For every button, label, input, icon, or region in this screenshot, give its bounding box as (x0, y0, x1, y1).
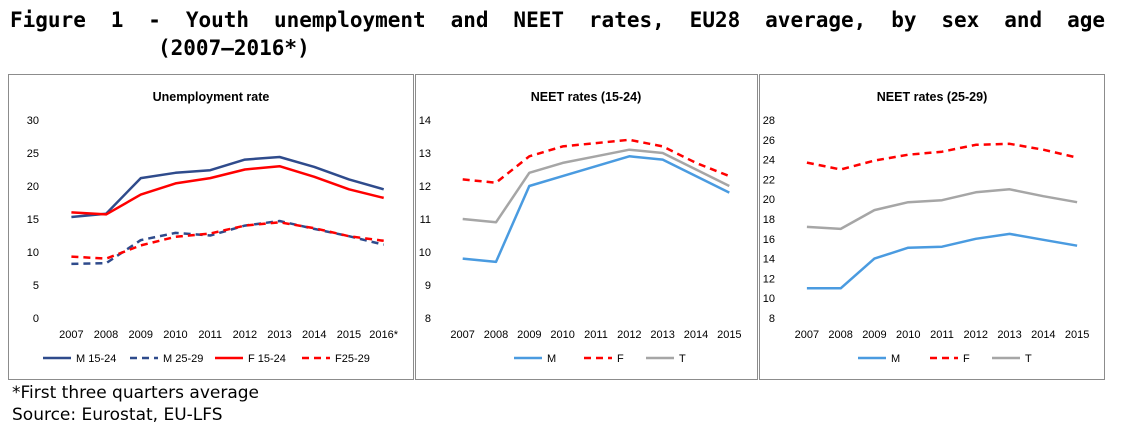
x-tick-label: 2011 (198, 329, 222, 341)
series-line (71, 221, 384, 260)
y-tick-label: 8 (769, 313, 775, 325)
x-tick-label: 2013 (650, 329, 674, 341)
y-tick-label: 26 (763, 135, 775, 147)
legend-label: T (1025, 353, 1032, 365)
y-tick-label: 10 (763, 293, 775, 305)
series-line (71, 155, 385, 219)
series-line (806, 232, 1078, 290)
x-tick-label: 2013 (267, 329, 291, 341)
source-note: Source: Eurostat, EU-LFS (12, 405, 223, 425)
chart-title: Unemployment rate (153, 90, 270, 104)
figure-title: Figure 1 - Youth unemployment and NEET r… (10, 6, 1110, 62)
y-tick-label: 30 (27, 115, 39, 127)
series-line (462, 155, 730, 264)
y-tick-label: 10 (27, 247, 39, 259)
y-tick-label: 20 (763, 194, 775, 206)
series-line (71, 164, 385, 216)
x-tick-label: 2015 (1065, 329, 1089, 341)
x-tick-label: 2009 (129, 329, 153, 341)
y-tick-label: 20 (27, 181, 39, 193)
x-tick-label: 2015 (717, 329, 741, 341)
x-tick-label: 2012 (233, 329, 257, 341)
unemployment-rate-chart: Unemployment rate 0 5 10 15 20 25 30 2007 2008 200… (27, 90, 399, 365)
x-tick-label: 2008 (828, 329, 852, 341)
x-tick-label: 2007 (795, 329, 819, 341)
x-tick-label: 2011 (930, 329, 954, 341)
legend-label: F25-29 (335, 353, 370, 365)
legend-label: F 15-24 (248, 353, 286, 365)
y-tick-label: 13 (419, 148, 431, 160)
y-tick-label: 12 (763, 273, 775, 285)
x-tick-label: 2007 (450, 329, 474, 341)
legend-label: M 25-29 (163, 353, 203, 365)
x-tick-label: 2014 (684, 329, 708, 341)
y-tick-label: 10 (419, 247, 431, 259)
y-tick-label: 9 (425, 280, 431, 292)
y-tick-label: 0 (33, 313, 39, 325)
series-line (806, 188, 1078, 231)
y-tick-label: 28 (763, 115, 775, 127)
chart-panel-neet-25-29: NEET rates (25-29) 8 10 12 14 16 18 20 22 24 26 28 2… (759, 74, 1105, 380)
y-tick-label: 24 (763, 155, 775, 167)
chart-title: NEET rates (25-29) (877, 90, 987, 104)
y-tick-label: 14 (763, 254, 775, 266)
x-tick-label: 2014 (1031, 329, 1055, 341)
x-tick-label: 2009 (517, 329, 541, 341)
legend-label: F (617, 353, 624, 365)
x-tick-label: 2010 (896, 329, 920, 341)
y-tick-label: 5 (33, 280, 39, 292)
chart-title: NEET rates (15-24) (531, 90, 641, 104)
y-tick-label: 11 (420, 214, 431, 226)
chart-panel-neet-15-24: NEET rates (15-24) 8 9 10 11 12 13 14 2007 2008 20… (415, 74, 758, 380)
x-tick-label: 2008 (94, 329, 118, 341)
x-tick-label: 2007 (59, 329, 83, 341)
x-tick-label: 2010 (163, 329, 187, 341)
figure-title-line-2: (2007–2016*) (158, 36, 310, 60)
series-line (806, 142, 1078, 171)
legend-label: F (963, 353, 970, 365)
series-line (462, 138, 730, 184)
y-tick-label: 16 (763, 234, 775, 246)
x-tick-label: 2010 (550, 329, 574, 341)
chart-panel-unemployment-rate: Unemployment rate 0 5 10 15 20 25 30 2007 2008 200… (8, 74, 414, 380)
y-tick-label: 15 (27, 214, 39, 226)
x-tick-label: 2008 (484, 329, 508, 341)
x-tick-label: 2015 (337, 329, 361, 341)
y-tick-label: 8 (425, 313, 431, 325)
y-tick-label: 22 (763, 174, 775, 186)
legend-label: M (547, 353, 556, 365)
x-tick-label: 2016* (369, 329, 398, 341)
x-tick-label: 2012 (964, 329, 988, 341)
y-tick-label: 14 (419, 115, 431, 127)
neet-25-29-chart: NEET rates (25-29) 8 10 12 14 16 18 20 22 24 26 28 2… (763, 90, 1090, 365)
footnote: *First three quarters average (12, 383, 259, 403)
x-tick-label: 2011 (584, 329, 608, 341)
legend-label: M (891, 353, 900, 365)
y-tick-label: 18 (763, 214, 775, 226)
legend-label: M 15-24 (76, 353, 116, 365)
x-tick-label: 2013 (997, 329, 1021, 341)
y-tick-label: 12 (419, 181, 431, 193)
x-tick-label: 2009 (862, 329, 886, 341)
neet-15-24-chart: NEET rates (15-24) 8 9 10 11 12 13 14 2007 2008 20… (419, 90, 742, 365)
series-line (71, 219, 384, 266)
figure-title-line-1: Figure 1 - Youth unemployment and NEET r… (10, 8, 1105, 32)
y-tick-label: 25 (27, 148, 39, 160)
x-tick-label: 2014 (302, 329, 326, 341)
x-tick-label: 2012 (617, 329, 641, 341)
legend-label: T (679, 353, 686, 365)
